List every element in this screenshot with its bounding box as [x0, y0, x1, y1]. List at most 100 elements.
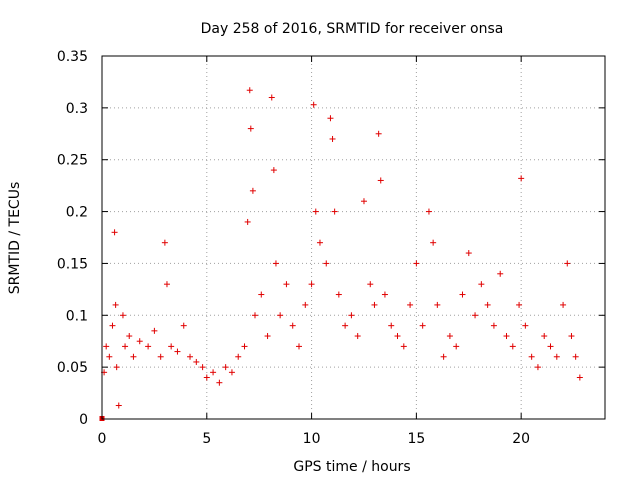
data-point [296, 343, 303, 350]
data-point [367, 281, 374, 288]
data-point [109, 322, 116, 329]
data-point [400, 343, 407, 350]
data-point [413, 260, 420, 267]
data-point [289, 322, 296, 329]
data-point [497, 270, 504, 277]
data-point [572, 353, 579, 360]
data-point [106, 353, 113, 360]
data-point [216, 379, 223, 386]
data-point [425, 208, 432, 215]
data-point [518, 175, 525, 182]
data-points [99, 87, 583, 421]
data-point [440, 353, 447, 360]
y-tick-label: 0.1 [66, 308, 88, 324]
data-point [145, 343, 152, 350]
data-point [407, 301, 414, 308]
data-point [516, 301, 523, 308]
data-point [472, 312, 479, 319]
data-point [434, 301, 441, 308]
data-point [308, 281, 315, 288]
data-point [122, 343, 129, 350]
data-point [509, 343, 516, 350]
data-point [331, 208, 338, 215]
data-point [503, 333, 510, 340]
data-point [264, 333, 271, 340]
data-point [157, 353, 164, 360]
data-point [360, 198, 367, 205]
data-point [329, 135, 336, 142]
data-point [335, 291, 342, 298]
data-point [235, 353, 242, 360]
data-point [112, 301, 119, 308]
data-point [560, 301, 567, 308]
x-tick-label: 20 [512, 431, 530, 447]
x-tick-label: 15 [407, 431, 425, 447]
data-point [568, 333, 575, 340]
data-point [199, 364, 206, 371]
data-point [244, 218, 251, 225]
data-point [478, 281, 485, 288]
data-point [419, 322, 426, 329]
data-point [168, 343, 175, 350]
data-point [249, 187, 256, 194]
data-point [323, 260, 330, 267]
data-point [161, 239, 168, 246]
data-point [174, 348, 181, 355]
data-point [430, 239, 437, 246]
y-tick-label: 0.35 [57, 49, 88, 65]
data-point [151, 327, 158, 334]
data-point [210, 369, 217, 376]
data-point [115, 402, 122, 409]
data-point [247, 125, 254, 132]
chart-title: Day 258 of 2016, SRMTID for receiver ons… [201, 21, 504, 37]
y-tick-label: 0.3 [66, 101, 88, 117]
data-point [484, 301, 491, 308]
data-point [119, 312, 126, 319]
data-point [241, 343, 248, 350]
data-point [193, 358, 200, 365]
data-point [327, 115, 334, 122]
data-point [490, 322, 497, 329]
plot-frame [101, 55, 606, 420]
data-point [547, 343, 554, 350]
y-tick-label: 0.15 [57, 256, 88, 272]
data-point [203, 374, 210, 381]
data-point [394, 333, 401, 340]
data-point [541, 333, 548, 340]
data-point [576, 374, 583, 381]
y-tick-label: 0.2 [66, 205, 88, 221]
data-point [316, 239, 323, 246]
data-point [459, 291, 466, 298]
data-point [465, 250, 472, 257]
x-tick-label: 0 [98, 431, 107, 447]
data-point [268, 94, 275, 101]
data-point [381, 291, 388, 298]
data-point [228, 369, 235, 376]
data-point [446, 333, 453, 340]
axis-ticks: 0 0.05 0.1 0.15 0.2 0.25 0.3 0.35 0 5 10 15 20 [57, 49, 605, 447]
grid [102, 56, 605, 419]
data-point [342, 322, 349, 329]
x-axis-label: GPS time / hours [293, 459, 410, 475]
data-point [270, 167, 277, 174]
data-point [277, 312, 284, 319]
data-point [187, 353, 194, 360]
data-point [130, 353, 137, 360]
data-point [246, 87, 253, 94]
data-point [528, 353, 535, 360]
data-point [371, 301, 378, 308]
data-point [388, 322, 395, 329]
data-point [310, 101, 317, 108]
data-point [312, 208, 319, 215]
data-point [534, 364, 541, 371]
data-point [103, 343, 110, 350]
data-point [136, 338, 143, 345]
data-point [375, 130, 382, 137]
y-tick-label: 0 [79, 412, 88, 428]
data-point [126, 333, 133, 340]
data-point [111, 229, 118, 236]
data-point [222, 364, 229, 371]
data-point [453, 343, 460, 350]
